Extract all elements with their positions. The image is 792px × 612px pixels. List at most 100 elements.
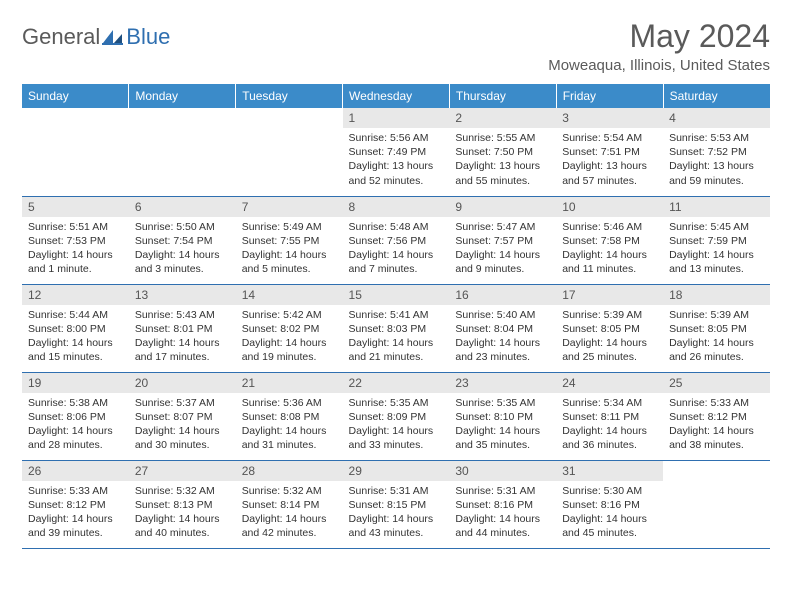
day-line: and 52 minutes. (349, 174, 444, 188)
day-number: 1 (343, 108, 450, 128)
day-line: Sunrise: 5:39 AM (562, 308, 657, 322)
day-header: Monday (129, 84, 236, 108)
calendar-day-cell: 22Sunrise: 5:35 AMSunset: 8:09 PMDayligh… (343, 372, 450, 460)
day-content: Sunrise: 5:45 AMSunset: 7:59 PMDaylight:… (663, 217, 770, 281)
day-number: 20 (129, 373, 236, 393)
day-line: and 26 minutes. (669, 350, 764, 364)
day-line: Daylight: 14 hours (242, 336, 337, 350)
day-line: Sunset: 7:58 PM (562, 234, 657, 248)
day-line: Daylight: 14 hours (349, 248, 444, 262)
calendar-week-row: 26Sunrise: 5:33 AMSunset: 8:12 PMDayligh… (22, 460, 770, 548)
day-line: and 42 minutes. (242, 526, 337, 540)
day-content: Sunrise: 5:37 AMSunset: 8:07 PMDaylight:… (129, 393, 236, 457)
day-line: Daylight: 14 hours (135, 512, 230, 526)
day-header: Friday (556, 84, 663, 108)
day-line: Daylight: 14 hours (455, 248, 550, 262)
day-content: Sunrise: 5:47 AMSunset: 7:57 PMDaylight:… (449, 217, 556, 281)
day-number (236, 108, 343, 128)
day-line: Daylight: 14 hours (28, 248, 123, 262)
day-line: Daylight: 14 hours (562, 424, 657, 438)
day-line: and 11 minutes. (562, 262, 657, 276)
day-line: Sunset: 7:53 PM (28, 234, 123, 248)
day-header: Saturday (663, 84, 770, 108)
day-content: Sunrise: 5:56 AMSunset: 7:49 PMDaylight:… (343, 128, 450, 192)
day-line: Daylight: 14 hours (349, 512, 444, 526)
day-line: Sunset: 8:04 PM (455, 322, 550, 336)
day-line: and 55 minutes. (455, 174, 550, 188)
day-line: Sunset: 8:16 PM (562, 498, 657, 512)
day-number: 31 (556, 461, 663, 481)
day-line: and 31 minutes. (242, 438, 337, 452)
calendar-day-cell: 27Sunrise: 5:32 AMSunset: 8:13 PMDayligh… (129, 460, 236, 548)
day-content: Sunrise: 5:44 AMSunset: 8:00 PMDaylight:… (22, 305, 129, 369)
day-line: and 36 minutes. (562, 438, 657, 452)
day-line: Sunset: 7:54 PM (135, 234, 230, 248)
day-content: Sunrise: 5:34 AMSunset: 8:11 PMDaylight:… (556, 393, 663, 457)
day-line: Sunrise: 5:42 AM (242, 308, 337, 322)
day-line: Daylight: 13 hours (669, 159, 764, 173)
calendar-week-row: 1Sunrise: 5:56 AMSunset: 7:49 PMDaylight… (22, 108, 770, 196)
calendar-day-cell: 2Sunrise: 5:55 AMSunset: 7:50 PMDaylight… (449, 108, 556, 196)
day-line: and 33 minutes. (349, 438, 444, 452)
day-content: Sunrise: 5:46 AMSunset: 7:58 PMDaylight:… (556, 217, 663, 281)
day-line: and 23 minutes. (455, 350, 550, 364)
day-line: Sunrise: 5:32 AM (135, 484, 230, 498)
day-content: Sunrise: 5:51 AMSunset: 7:53 PMDaylight:… (22, 217, 129, 281)
brand-part1: General (22, 24, 100, 50)
day-line: Daylight: 14 hours (349, 424, 444, 438)
day-line: Sunset: 8:14 PM (242, 498, 337, 512)
header-row: General Blue May 2024 Moweaqua, Illinois… (22, 18, 770, 74)
day-number: 28 (236, 461, 343, 481)
calendar-week-row: 5Sunrise: 5:51 AMSunset: 7:53 PMDaylight… (22, 196, 770, 284)
day-number: 12 (22, 285, 129, 305)
day-line: and 13 minutes. (669, 262, 764, 276)
calendar-day-cell (663, 460, 770, 548)
day-line: Daylight: 13 hours (455, 159, 550, 173)
day-number: 5 (22, 197, 129, 217)
day-content: Sunrise: 5:39 AMSunset: 8:05 PMDaylight:… (663, 305, 770, 369)
day-line: Daylight: 14 hours (669, 336, 764, 350)
calendar-day-cell: 24Sunrise: 5:34 AMSunset: 8:11 PMDayligh… (556, 372, 663, 460)
day-line: Daylight: 14 hours (349, 336, 444, 350)
day-line: and 43 minutes. (349, 526, 444, 540)
calendar-day-cell: 8Sunrise: 5:48 AMSunset: 7:56 PMDaylight… (343, 196, 450, 284)
day-line: Sunrise: 5:56 AM (349, 131, 444, 145)
day-line: Sunrise: 5:36 AM (242, 396, 337, 410)
day-line: Sunset: 7:50 PM (455, 145, 550, 159)
calendar-day-cell (22, 108, 129, 196)
day-line: Sunrise: 5:48 AM (349, 220, 444, 234)
day-content: Sunrise: 5:41 AMSunset: 8:03 PMDaylight:… (343, 305, 450, 369)
day-line: Sunset: 7:56 PM (349, 234, 444, 248)
day-content: Sunrise: 5:39 AMSunset: 8:05 PMDaylight:… (556, 305, 663, 369)
calendar-day-cell: 13Sunrise: 5:43 AMSunset: 8:01 PMDayligh… (129, 284, 236, 372)
day-header-row: Sunday Monday Tuesday Wednesday Thursday… (22, 84, 770, 108)
day-number: 30 (449, 461, 556, 481)
day-line: Sunrise: 5:54 AM (562, 131, 657, 145)
day-line: Sunset: 8:08 PM (242, 410, 337, 424)
day-line: Sunrise: 5:55 AM (455, 131, 550, 145)
day-line: Sunrise: 5:43 AM (135, 308, 230, 322)
day-content: Sunrise: 5:48 AMSunset: 7:56 PMDaylight:… (343, 217, 450, 281)
day-line: and 40 minutes. (135, 526, 230, 540)
day-line: Sunrise: 5:31 AM (455, 484, 550, 498)
calendar-day-cell: 18Sunrise: 5:39 AMSunset: 8:05 PMDayligh… (663, 284, 770, 372)
day-line: Sunset: 8:15 PM (349, 498, 444, 512)
day-line: and 28 minutes. (28, 438, 123, 452)
day-number: 17 (556, 285, 663, 305)
calendar-day-cell: 28Sunrise: 5:32 AMSunset: 8:14 PMDayligh… (236, 460, 343, 548)
day-line: Sunrise: 5:45 AM (669, 220, 764, 234)
calendar-week-row: 12Sunrise: 5:44 AMSunset: 8:00 PMDayligh… (22, 284, 770, 372)
calendar-day-cell: 5Sunrise: 5:51 AMSunset: 7:53 PMDaylight… (22, 196, 129, 284)
calendar-page: General Blue May 2024 Moweaqua, Illinois… (0, 0, 792, 559)
calendar-day-cell: 26Sunrise: 5:33 AMSunset: 8:12 PMDayligh… (22, 460, 129, 548)
day-header: Tuesday (236, 84, 343, 108)
day-line: Daylight: 14 hours (135, 336, 230, 350)
calendar-day-cell (129, 108, 236, 196)
day-line: Sunset: 8:16 PM (455, 498, 550, 512)
day-line: Sunset: 8:13 PM (135, 498, 230, 512)
day-header: Thursday (449, 84, 556, 108)
day-number: 7 (236, 197, 343, 217)
calendar-day-cell: 20Sunrise: 5:37 AMSunset: 8:07 PMDayligh… (129, 372, 236, 460)
day-line: and 9 minutes. (455, 262, 550, 276)
calendar-day-cell: 29Sunrise: 5:31 AMSunset: 8:15 PMDayligh… (343, 460, 450, 548)
